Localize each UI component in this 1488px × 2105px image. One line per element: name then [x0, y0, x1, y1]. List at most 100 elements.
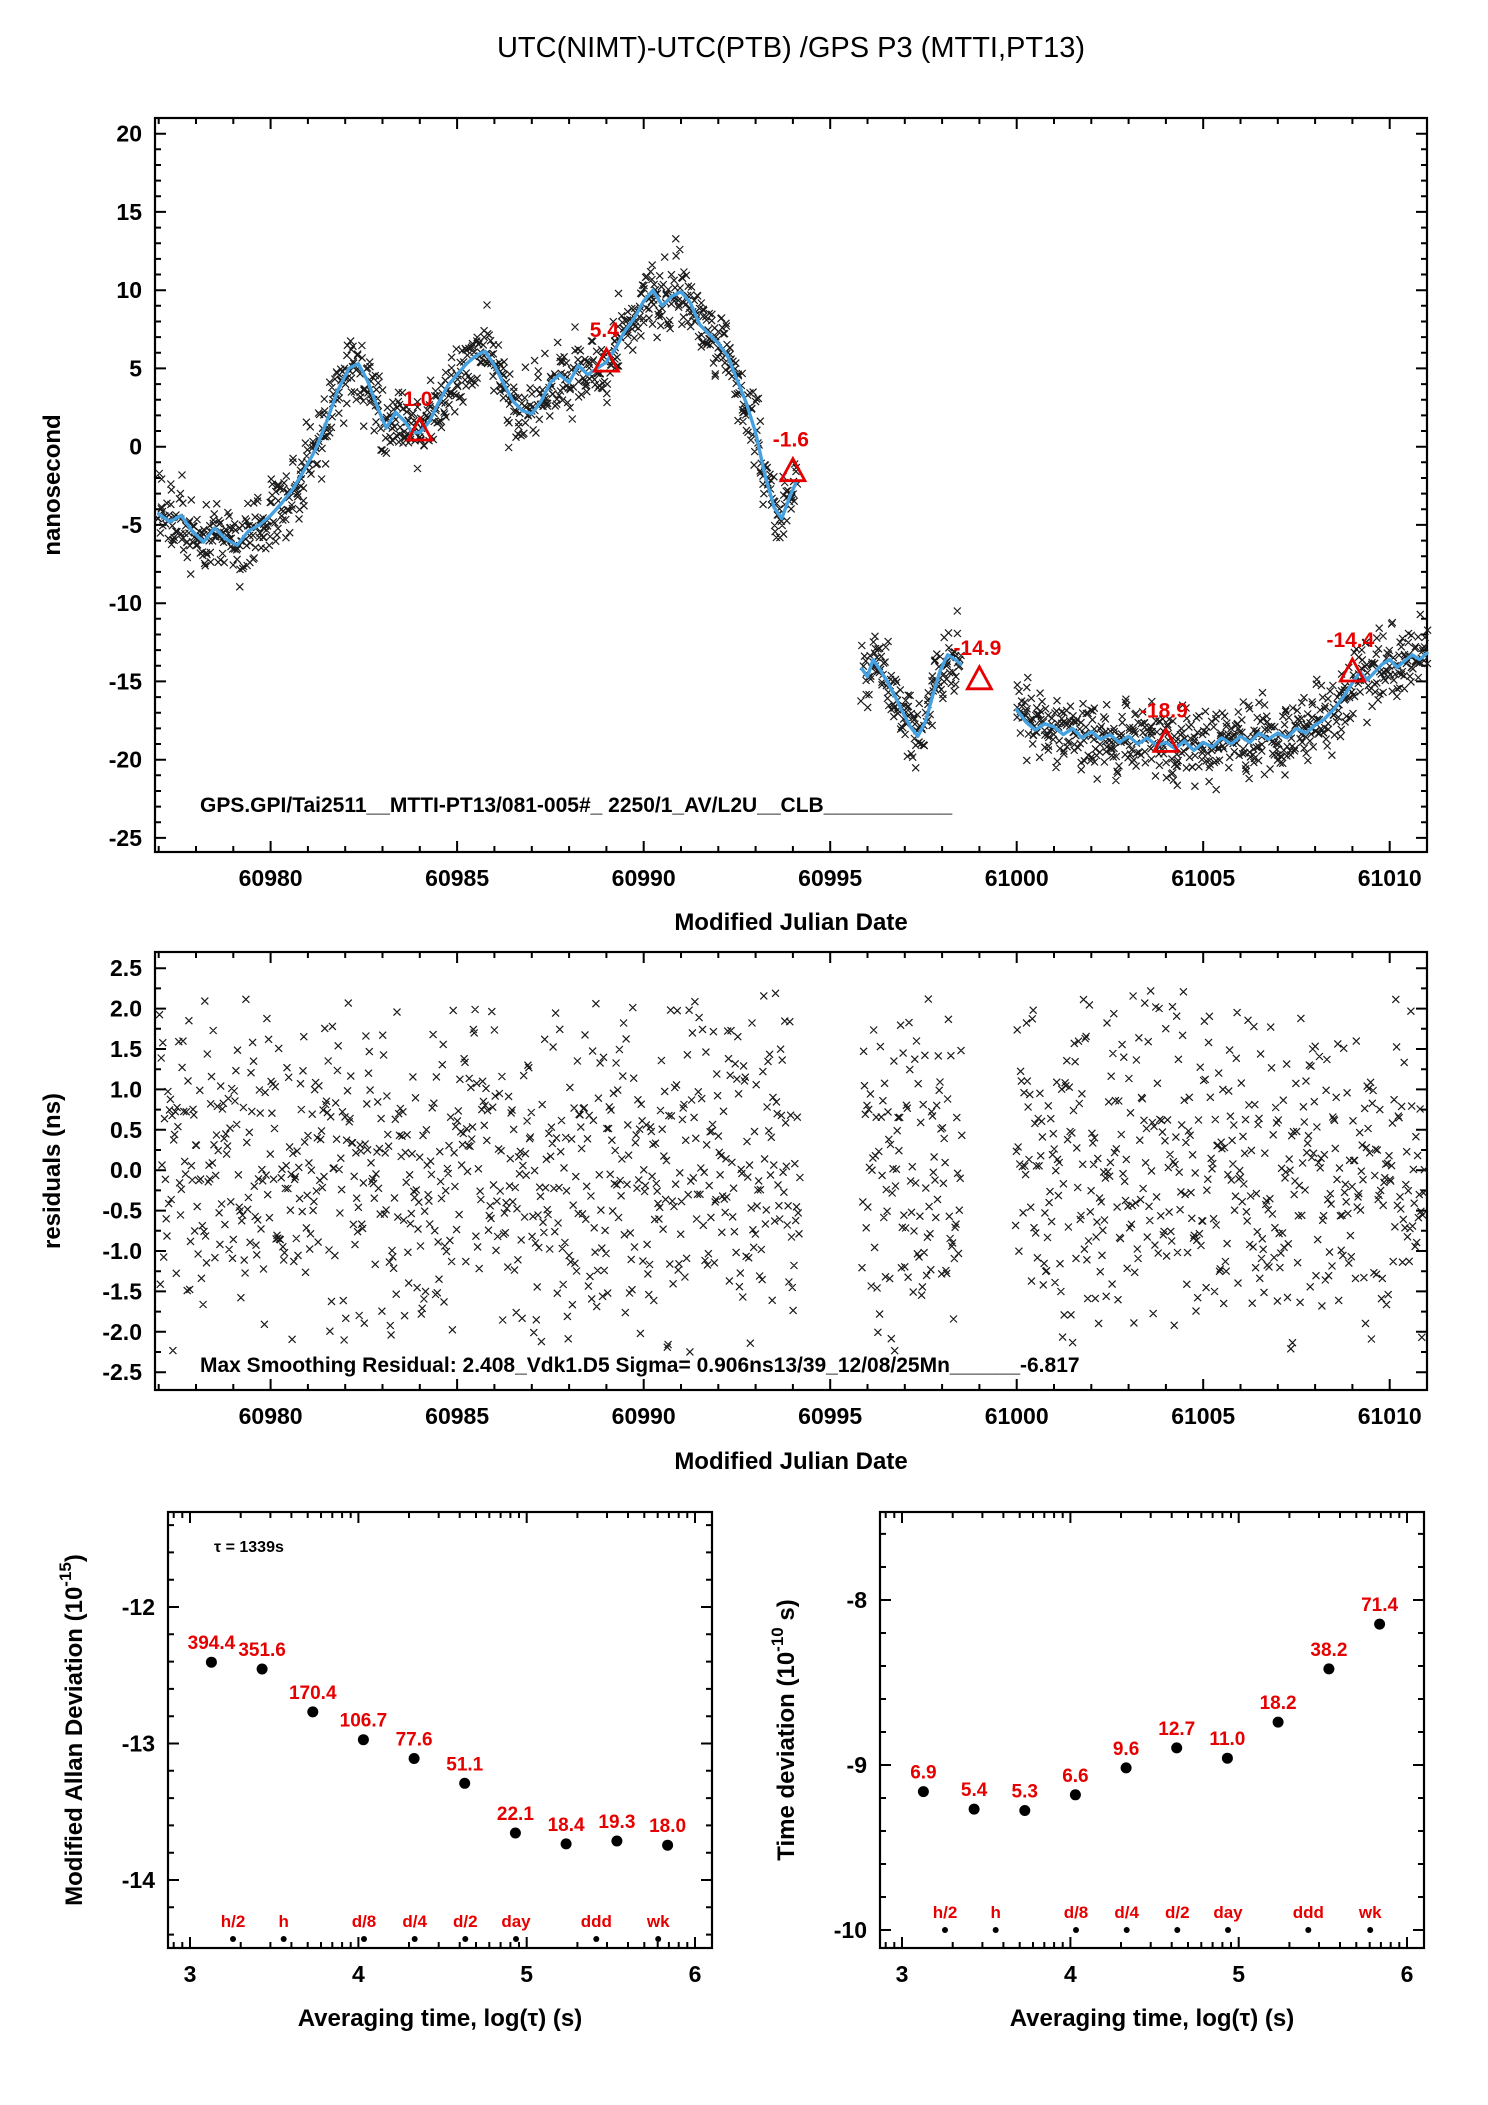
phase-panel-footer-label: GPS.GPI/Tai2511__MTTI-PT13/081-005#_ 225… [200, 794, 952, 817]
tau-baseline-dot [280, 1936, 287, 1942]
deviation-value-label: 11.0 [1209, 1729, 1245, 1750]
x-tick-label: 61010 [1358, 1403, 1422, 1429]
deviation-point [1069, 1789, 1081, 1801]
triangle-value-label: -1.6 [773, 429, 809, 452]
deviation-point [968, 1803, 980, 1815]
tau-baseline-dot [1305, 1927, 1312, 1933]
tau-baseline-dot [462, 1936, 469, 1942]
y-tick-label: -8 [847, 1587, 868, 1613]
triangle-value-label: -14.9 [953, 637, 1001, 660]
deviation-value-label: 9.6 [1113, 1739, 1139, 1760]
tau-unit-label: d/2 [1165, 1903, 1190, 1922]
x-tick-label: 60995 [798, 865, 862, 891]
tau-baseline-dot [1367, 1927, 1374, 1933]
x-tick-label: 61005 [1171, 1403, 1235, 1429]
x-tick-label: 6 [1401, 1961, 1414, 1987]
x-tick-label: 3 [184, 1961, 197, 1987]
calibration-triangle-marker [965, 663, 994, 691]
tau-unit-label: wk [646, 1912, 670, 1931]
plot-frame [153, 950, 1429, 1392]
y-tick-label: -2.0 [102, 1319, 142, 1345]
chart-title: UTC(NIMT)-UTC(PTB) /GPS P3 (MTTI,PT13) [497, 32, 1085, 64]
deviation-value-label: 19.3 [598, 1812, 635, 1833]
deviation-point [459, 1777, 471, 1789]
deviation-value-label: 106.7 [340, 1711, 388, 1732]
tau-unit-label: wk [1358, 1903, 1382, 1922]
triangle-value-label: 1.0 [403, 388, 432, 411]
tau-baseline-dot [230, 1936, 236, 1942]
x-tick-label: 60985 [425, 1403, 489, 1429]
deviation-value-label: 71.4 [1361, 1595, 1398, 1616]
chart-panels: 60980 60985 60990 60995 61000 61005 6101020151… [102, 116, 1432, 1987]
deviation-point [1272, 1716, 1284, 1728]
x-tick-label: 3 [896, 1961, 909, 1987]
residuals-scatter-points [155, 986, 1429, 1356]
x-tick-label: 4 [1064, 1961, 1077, 1987]
deviation-point [1171, 1742, 1183, 1754]
tau-baseline-dot [1073, 1927, 1079, 1933]
deviation-point [1120, 1762, 1132, 1774]
axis-ticks [168, 1512, 712, 1948]
residuals-panel: 60980 60985 60990 60995 61000 61005 61010 2.5 2.… [102, 950, 1429, 1429]
deviation-point [408, 1753, 420, 1764]
x-tick-label: 5 [1232, 1961, 1245, 1987]
tau-baseline-dot [513, 1936, 519, 1942]
tau-unit-label: h/2 [933, 1903, 958, 1922]
tau-baseline-dot [1123, 1927, 1130, 1933]
deviation-value-label: 12.7 [1158, 1719, 1195, 1740]
triangle-value-label: -14.4 [1326, 629, 1374, 652]
tau-unit-label: d/4 [1114, 1903, 1139, 1922]
calibration-triangle-marker [592, 346, 621, 373]
deviation-value-label: 18.2 [1260, 1693, 1297, 1714]
deviation-value-label: 170.4 [289, 1683, 337, 1704]
deviation-value-label: 5.4 [961, 1780, 988, 1801]
phase-panel-y-axis-label: nanosecond [39, 414, 66, 555]
deviation-point [1374, 1618, 1386, 1630]
tau-unit-label: d/2 [453, 1912, 478, 1931]
deviation-value-label: 6.9 [910, 1763, 936, 1784]
deviation-point [560, 1838, 572, 1850]
deviation-value-label: 394.4 [188, 1633, 236, 1654]
plot-frame [166, 1510, 714, 1950]
tdev-panel-y-axis-label: Time deviation (10-10 s) [768, 1599, 800, 1861]
y-tick-label: -1.0 [102, 1238, 142, 1264]
x-tick-label: 61010 [1358, 865, 1422, 891]
smoothed-line [860, 653, 963, 738]
calibration-triangle-marker [1338, 656, 1367, 683]
mdev-panel: 3 4 5 6 -12 -13 -14 h/2 h d/8 d/4 d/2 day ddd wk 394.4 3… [122, 1510, 714, 1987]
deviation-value-label: 38.2 [1310, 1640, 1347, 1661]
deviation-value-label: 351.6 [238, 1640, 286, 1661]
y-tick-label: 2.0 [110, 996, 142, 1022]
x-tick-label: 61005 [1171, 865, 1235, 891]
x-tick-label: 60990 [612, 865, 676, 891]
deviation-point [662, 1839, 674, 1851]
x-tick-label: 4 [352, 1961, 365, 1987]
deviation-value-label: 6.6 [1062, 1766, 1088, 1787]
tau-baseline-dot [1225, 1927, 1231, 1933]
residuals-panel-x-axis-label: Modified Julian Date [674, 1448, 907, 1475]
tau-unit-label: h/2 [221, 1912, 246, 1931]
y-tick-label: 0.5 [110, 1117, 142, 1143]
tdev-panel-x-axis-label: Averaging time, log(τ) (s) [1010, 2005, 1295, 2032]
tau-baseline-dot [593, 1936, 600, 1942]
deviation-point [1221, 1752, 1233, 1764]
tau-unit-label: d/4 [402, 1912, 427, 1931]
y-tick-label: 2.5 [110, 955, 142, 981]
x-tick-label: 6 [689, 1961, 702, 1987]
y-tick-label: 1.5 [110, 1036, 142, 1062]
calibration-triangle-marker [405, 415, 435, 442]
y-tick-label: -20 [109, 747, 142, 773]
y-tick-label: 0.0 [110, 1157, 142, 1183]
tau-unit-label: h [990, 1903, 1000, 1922]
deviation-point [307, 1706, 319, 1718]
deviation-point [611, 1835, 623, 1847]
tau-unit-label: d/8 [352, 1912, 377, 1931]
axis-ticks [880, 1512, 1424, 1948]
y-tick-label: 10 [116, 277, 142, 303]
x-tick-label: 61000 [985, 865, 1049, 891]
deviation-point [256, 1663, 268, 1675]
tau-unit-label: d/8 [1064, 1903, 1089, 1922]
mdev-panel-y-axis-label: Modified Allan Deviation (10-15) [56, 1554, 88, 1906]
